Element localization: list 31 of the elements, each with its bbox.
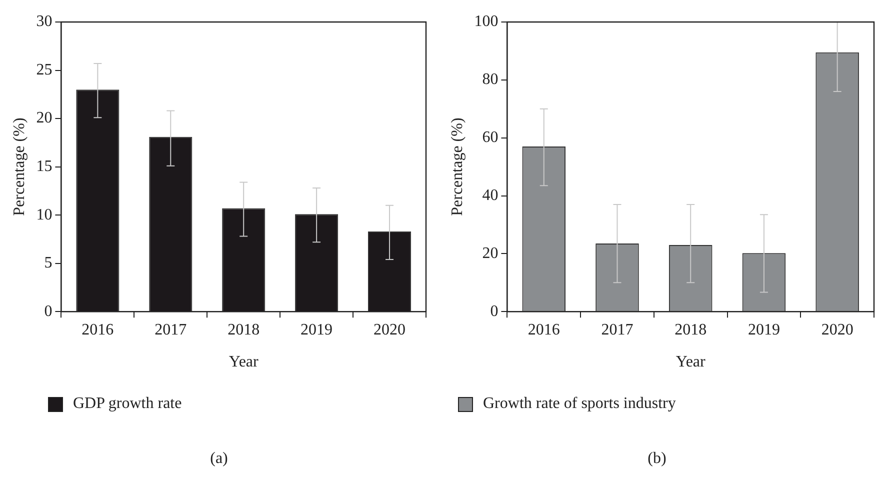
y-tick-label: 25 [36, 61, 52, 78]
y-tick-label: 5 [44, 254, 52, 272]
y-tick-label: 60 [482, 129, 498, 146]
text: (b) [646, 450, 668, 468]
x-axis-title: Year [228, 354, 260, 371]
text: (a) [209, 450, 229, 468]
y-tick-label: 40 [482, 186, 498, 204]
x-tick-label: 2020 [374, 321, 406, 338]
y-tick-label: 15 [36, 158, 52, 176]
x-tick-label: 2019 [300, 321, 333, 338]
y-tick-label: 20 [482, 244, 498, 262]
legend-label: Growth rate of sports industry [483, 395, 676, 413]
y-tick-label: 0 [44, 302, 52, 320]
x-tick-label: 2016 [528, 321, 560, 338]
y-tick-label: 100 [474, 13, 498, 30]
y-tick-label: 80 [482, 71, 498, 88]
x-tick-label: 2016 [82, 321, 114, 338]
x-tick-label: 2017 [154, 321, 187, 338]
x-tick-label: 2017 [601, 321, 634, 338]
y-tick-label: 0 [490, 302, 498, 320]
y-tick-label: 10 [36, 206, 52, 224]
x-tick-label: 2019 [748, 321, 780, 338]
x-axis-title: Year [676, 354, 706, 371]
y-tick-label: 30 [36, 13, 52, 30]
x-tick-label: 2018 [228, 321, 260, 338]
legend-label: GDP growth rate [73, 395, 182, 413]
x-tick-label: 2018 [674, 321, 707, 338]
y-tick-label: 20 [36, 110, 52, 127]
y-axis-title: Percentage (%) [10, 118, 28, 216]
y-axis-title: Percentage (%) [448, 118, 466, 216]
x-tick-label: 2020 [821, 321, 854, 338]
